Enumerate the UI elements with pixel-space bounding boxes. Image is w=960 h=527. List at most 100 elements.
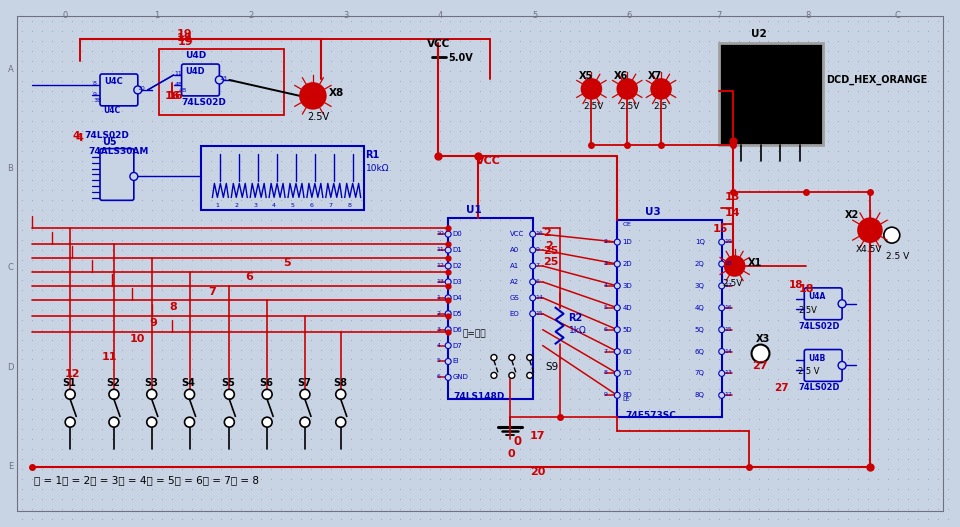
Point [641,157,657,165]
Point [463,355,478,364]
Point [711,206,727,214]
Point [701,157,716,165]
Point [751,256,766,264]
Point [55,196,70,204]
Point [900,116,916,125]
Point [751,465,766,473]
Point [303,455,319,463]
Point [184,306,200,314]
Point [780,355,796,364]
Point [333,176,348,184]
Point [214,485,229,493]
Circle shape [530,231,536,237]
Point [731,296,746,304]
Point [55,186,70,194]
Point [372,96,388,105]
Point [124,475,139,483]
Point [682,395,697,404]
Point [413,405,428,414]
Point [214,375,229,384]
Point [164,445,180,453]
Text: 2.5V: 2.5V [799,306,817,315]
Point [851,316,866,324]
Point [900,465,916,473]
Point [602,385,617,394]
Point [293,186,308,194]
Point [333,216,348,225]
Point [25,96,40,105]
Point [184,17,200,25]
Point [771,176,786,184]
Point [542,27,558,35]
Point [502,345,517,354]
Point [890,116,905,125]
Point [25,186,40,194]
Point [303,415,319,423]
Point [741,17,756,25]
Point [224,67,239,75]
Point [164,335,180,344]
Text: 14: 14 [536,295,543,300]
Point [612,415,627,423]
Point [801,106,816,115]
Point [870,96,885,105]
Point [174,504,189,513]
Point [840,415,855,423]
Point [920,136,935,145]
Point [771,375,786,384]
Point [363,47,378,55]
Point [641,106,657,115]
Point [671,96,686,105]
Point [75,415,90,423]
Point [542,405,558,414]
Point [263,306,278,314]
Point [35,77,50,85]
Point [771,157,786,165]
Point [930,405,946,414]
Point [194,286,209,294]
Point [124,106,139,115]
Point [443,96,458,105]
Point [920,77,935,85]
Point [224,375,239,384]
Point [771,425,786,433]
Point [760,206,776,214]
Point [821,385,836,394]
Point [502,514,517,523]
Point [472,206,488,214]
Point [780,206,796,214]
Text: 74LS02D: 74LS02D [799,383,840,393]
Point [671,216,686,225]
Point [860,216,876,225]
Point [641,216,657,225]
Point [174,96,189,105]
Point [801,186,816,194]
Point [64,167,80,175]
Point [463,196,478,204]
Point [75,306,90,314]
Point [760,57,776,65]
Point [44,77,60,85]
Point [641,445,657,453]
Point [174,375,189,384]
Point [353,157,369,165]
Point [582,196,597,204]
Point [75,355,90,364]
Point [204,296,219,304]
Point [591,157,607,165]
Point [303,186,319,194]
Point [810,27,826,35]
Point [731,246,746,255]
Point [224,17,239,25]
Point [612,206,627,214]
Text: 6: 6 [310,203,314,208]
Point [353,504,369,513]
Point [393,106,408,115]
Point [591,186,607,194]
Point [35,136,50,145]
Point [482,395,497,404]
Point [393,126,408,135]
Point [572,395,588,404]
Point [830,37,846,45]
Point [652,276,667,284]
